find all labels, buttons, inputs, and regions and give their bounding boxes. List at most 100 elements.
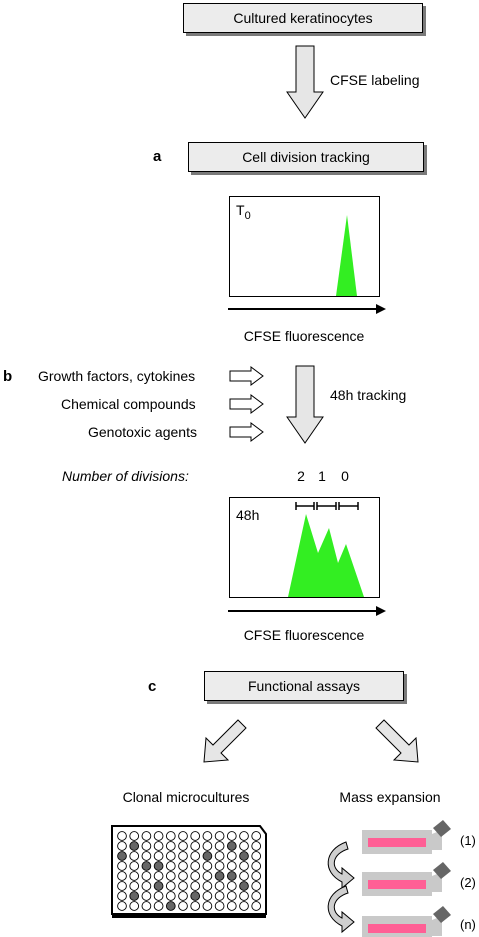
microwell: [165, 891, 176, 901]
microwell: [226, 831, 237, 841]
microwell: [153, 881, 164, 891]
microwell: [153, 851, 164, 861]
output-label-clonal-microcultures: Clonal microcultures: [122, 789, 250, 805]
microwell: [239, 881, 249, 891]
microwell: [165, 841, 176, 851]
step-label: Cell division tracking: [242, 149, 370, 165]
microwell: [251, 881, 262, 891]
microwell: [141, 831, 152, 841]
right-arrow-icon: [229, 422, 264, 442]
treatment-label-genotoxic-agents: Genotoxic agents: [88, 424, 197, 440]
microwell: [251, 851, 262, 861]
microwell: [165, 901, 176, 911]
microwell: [141, 901, 152, 911]
microwell: [129, 861, 140, 871]
microwell: [141, 841, 152, 851]
microwell: [129, 851, 140, 861]
microwell: [117, 891, 127, 901]
microwell: [251, 831, 262, 841]
microwell: [165, 881, 176, 891]
microwell: [239, 861, 249, 871]
step-box-cell-division-tracking: Cell division tracking: [188, 142, 424, 172]
microwell: [129, 891, 140, 901]
microwell: [117, 861, 127, 871]
microwell: [251, 841, 262, 851]
treatment-label-growth-factors: Growth factors, cytokines: [38, 368, 196, 384]
division-label-1: 1: [318, 468, 326, 484]
flask-2: [362, 862, 451, 896]
microwell: [141, 881, 152, 891]
histogram-48h-label: 48h: [236, 507, 260, 523]
microwell: [117, 841, 127, 851]
flask-label-2: (2): [460, 875, 476, 890]
microwell: [153, 831, 164, 841]
microwell: [153, 901, 164, 911]
microwell: [129, 831, 140, 841]
microwell: [165, 871, 176, 881]
microwell: [239, 901, 249, 911]
microwell-grid: [117, 831, 262, 911]
down-left-arrow-icon: [203, 719, 247, 763]
flask-label-n: (n): [460, 917, 476, 932]
microwell: [214, 861, 225, 871]
step-box-functional-assays: Functional assays: [204, 671, 404, 701]
division-label-0: 0: [341, 468, 349, 484]
microwell: [190, 851, 201, 861]
microwell: [239, 871, 249, 881]
microwell: [214, 831, 225, 841]
arrow-label-48h-tracking: 48h tracking: [330, 387, 407, 403]
microwell: [251, 871, 262, 881]
divisions-caption: Number of divisions:: [62, 468, 189, 484]
microwell: [178, 891, 188, 901]
microwell: [178, 851, 188, 861]
flask-stack: [327, 820, 451, 937]
microwell: [117, 871, 127, 881]
axis-label-cfse-fluorescence: CFSE fluorescence: [243, 627, 365, 643]
curved-arrow-icon: [327, 841, 355, 890]
cfse-axis-arrow-icon: [228, 606, 386, 616]
step-label: Cultured keratinocytes: [233, 10, 373, 26]
microwell: [165, 851, 176, 861]
microwell: [226, 881, 237, 891]
histogram-t0: T0: [229, 196, 380, 297]
microwell: [117, 881, 127, 891]
output-label-mass-expansion: Mass expansion: [339, 789, 441, 805]
microwell: [202, 891, 213, 901]
microwell: [190, 891, 201, 901]
microwell: [214, 891, 225, 901]
microwell: [214, 881, 225, 891]
histogram-48h-peaks: [288, 502, 364, 597]
microwell: [226, 841, 237, 851]
microwell: [251, 901, 262, 911]
microwell: [202, 831, 213, 841]
arrow-label-cfse-labeling: CFSE labeling: [330, 72, 420, 88]
microwell: [202, 901, 213, 911]
microwell: [129, 871, 140, 881]
microwell: [153, 861, 164, 871]
microwell: [153, 871, 164, 881]
microwell: [129, 901, 140, 911]
microwell-plate: [111, 825, 267, 918]
microwell: [214, 901, 225, 911]
microwell: [239, 891, 249, 901]
microwell: [141, 851, 152, 861]
microwell: [226, 891, 237, 901]
microwell: [178, 861, 188, 871]
microwell: [251, 891, 262, 901]
microwell: [129, 881, 140, 891]
microwell: [226, 851, 237, 861]
microwell: [190, 831, 201, 841]
microwell: [117, 901, 127, 911]
microwell: [165, 861, 176, 871]
microwell: [141, 891, 152, 901]
step-box-cultured-keratinocytes: Cultured keratinocytes: [183, 3, 423, 33]
microwell: [226, 871, 237, 881]
cfse-axis-arrow-icon: [228, 304, 386, 314]
microwell: [178, 881, 188, 891]
treatment-label-chemical-compounds: Chemical compounds: [61, 396, 196, 412]
microwell: [153, 841, 164, 851]
microwell: [117, 831, 127, 841]
microwell: [239, 841, 249, 851]
panel-letter-a: a: [153, 148, 162, 165]
panel-letter-c: c: [148, 678, 157, 695]
